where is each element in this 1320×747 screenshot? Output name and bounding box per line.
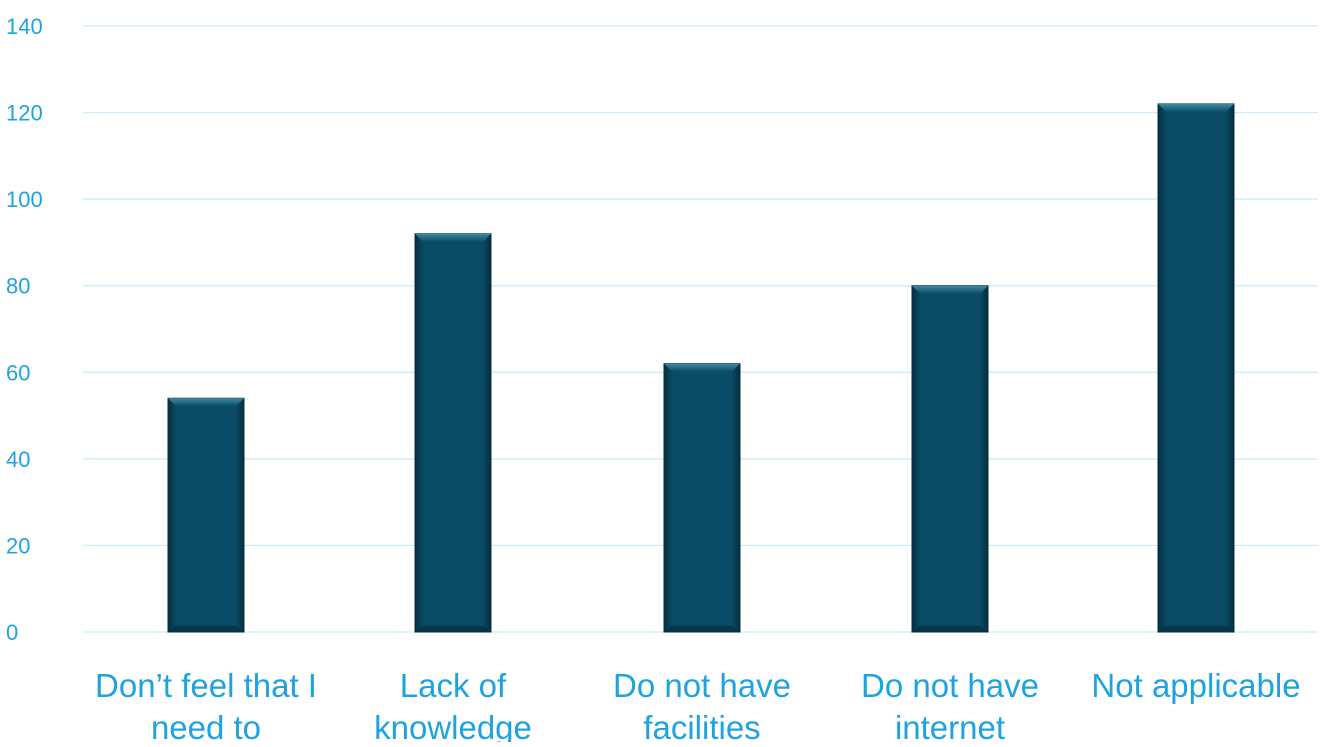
bar bbox=[1157, 103, 1235, 633]
bar-bevel-bottom bbox=[1158, 626, 1234, 632]
bar-bevel-bottom bbox=[912, 626, 988, 632]
y-tick-label: 20 bbox=[6, 533, 30, 558]
bar-bevel-top bbox=[168, 398, 244, 407]
x-category-label: Don’t feel that I bbox=[95, 667, 317, 704]
bar bbox=[414, 233, 492, 633]
bar bbox=[911, 285, 989, 633]
x-category-label: Do not have bbox=[613, 667, 791, 704]
bars bbox=[167, 103, 1235, 633]
x-category-label: internet bbox=[895, 709, 1005, 742]
bar-body bbox=[414, 233, 492, 633]
bar-bevel-top bbox=[415, 233, 491, 242]
x-category-label: need to bbox=[151, 709, 261, 742]
bar-bevel-top bbox=[1158, 103, 1234, 112]
x-category-label: Do not have bbox=[861, 667, 1039, 704]
y-tick-label: 60 bbox=[6, 360, 30, 385]
x-category-label: facilities bbox=[643, 709, 760, 742]
bar-bevel-top bbox=[664, 363, 740, 372]
y-tick-label: 40 bbox=[6, 447, 30, 472]
bar-body bbox=[1157, 103, 1235, 633]
bar-bevel-top bbox=[912, 285, 988, 294]
y-tick-label: 0 bbox=[6, 620, 18, 645]
bar-bevel-bottom bbox=[415, 626, 491, 632]
x-category-label: Lack of bbox=[400, 667, 507, 704]
bar-bevel-bottom bbox=[664, 626, 740, 632]
bar-body bbox=[663, 363, 741, 633]
bar bbox=[663, 363, 741, 633]
bar-body bbox=[167, 397, 245, 633]
y-tick-label: 80 bbox=[6, 274, 30, 299]
x-category-label: knowledge bbox=[374, 709, 532, 742]
bar-bevel-bottom bbox=[168, 626, 244, 632]
y-tick-label: 100 bbox=[6, 187, 43, 212]
x-category-label: Not applicable bbox=[1091, 667, 1300, 704]
y-tick-label: 140 bbox=[6, 14, 43, 39]
y-tick-label: 120 bbox=[6, 101, 43, 126]
y-axis-tick-labels: 0 20 40 60 80 100 120 140 bbox=[6, 14, 43, 645]
bar bbox=[167, 397, 245, 633]
bar-body bbox=[911, 285, 989, 633]
x-axis-category-labels: Don’t feel that I need to Lack of knowledge… bbox=[95, 667, 1301, 746]
